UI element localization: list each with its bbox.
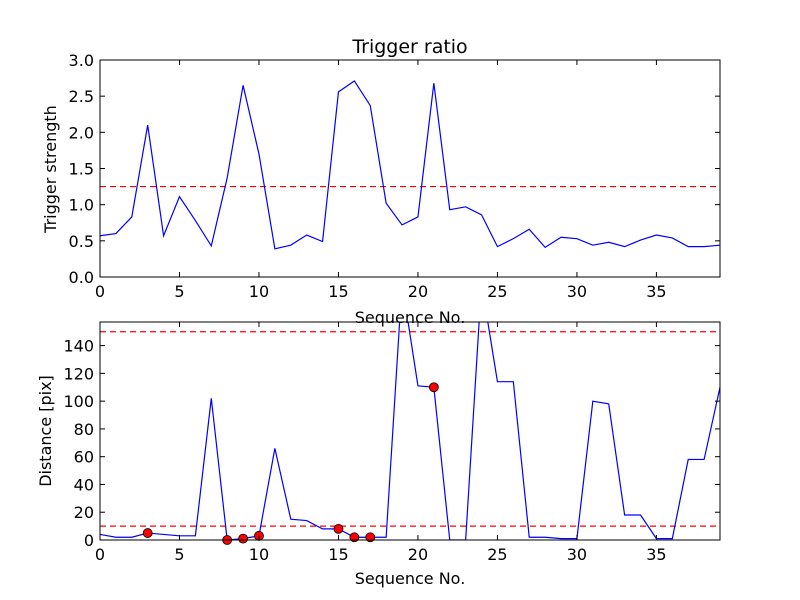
- trigger-y-tick-label: 0.0: [69, 268, 94, 287]
- distance-series-line: [100, 322, 720, 540]
- distance-x-tick-label: 20: [408, 545, 428, 564]
- trigger-x-tick-label: 0: [95, 282, 105, 301]
- distance-y-tick-label: 0: [84, 531, 94, 550]
- distance-x-tick-label: 5: [174, 545, 184, 564]
- distance-axes-frame: [99, 321, 721, 541]
- trigger-plot-content: [100, 80, 720, 250]
- distance-plot-area: [99, 321, 721, 545]
- distance-panel: 0 5 10 15 20 25 30 35 0 20 40 60 80 100 120 140 Sequenc…: [36, 321, 721, 588]
- distance-x-tick-label: 30: [567, 545, 587, 564]
- trigger-x-tick-label: 35: [646, 282, 666, 301]
- distance-y-tick-label: 40: [74, 475, 94, 494]
- distance-x-tick-label: 15: [328, 545, 348, 564]
- trigger-axis-ticks: 0 5 10 15 20 25 30 35 0.0 0.5 1.0 1.5 2.0 2.5 3.0: [69, 51, 720, 301]
- distance-marker-point: [428, 382, 439, 393]
- distance-plot-content: [100, 322, 720, 540]
- trigger-x-tick-label: 5: [174, 282, 184, 301]
- distance-y-axis-label: Distance [pix]: [36, 375, 55, 487]
- distance-y-tick-label: 80: [74, 420, 94, 439]
- trigger-x-tick-label: 10: [249, 282, 269, 301]
- trigger-x-tick-label: 25: [487, 282, 507, 301]
- trigger-y-axis-label: Trigger strength: [41, 105, 60, 234]
- distance-x-tick-label: 10: [249, 545, 269, 564]
- distance-marker-point: [142, 528, 153, 538]
- distance-marker-point: [349, 532, 360, 543]
- trigger-x-tick-label: 15: [328, 282, 348, 301]
- trigger-y-tick-label: 3.0: [69, 51, 94, 70]
- distance-y-tick-label: 60: [74, 448, 94, 467]
- trigger-y-tick-label: 2.5: [69, 87, 94, 106]
- distance-x-tick-label: 25: [487, 545, 507, 564]
- trigger-y-tick-label: 1.0: [69, 196, 94, 215]
- trigger-x-tick-label: 20: [408, 282, 428, 301]
- trigger-x-tick-label: 30: [567, 282, 587, 301]
- distance-marker-point: [365, 532, 376, 543]
- distance-x-axis-label: Sequence No.: [355, 569, 466, 588]
- distance-x-tick-label: 35: [646, 545, 666, 564]
- distance-y-tick-label: 100: [63, 392, 94, 411]
- trigger-ratio-panel: Trigger ratio 0 5 10 15 20 25 30 35 0.0 0.5 1.0 1.5…: [41, 36, 721, 327]
- trigger-y-tick-label: 1.5: [69, 160, 94, 179]
- trigger-series-line: [100, 80, 720, 250]
- trigger-y-tick-label: 0.5: [69, 232, 94, 251]
- trigger-y-tick-label: 2.0: [69, 123, 94, 142]
- distance-marker-point: [238, 533, 248, 544]
- distance-y-tick-label: 20: [74, 503, 94, 522]
- chart-title: Trigger ratio: [351, 36, 467, 58]
- distance-y-tick-label: 140: [63, 337, 94, 356]
- distance-marker-point: [333, 523, 344, 534]
- trigger-x-axis-label: Sequence No.: [355, 308, 466, 327]
- distance-x-tick-label: 0: [95, 545, 105, 564]
- distance-axis-ticks: 0 5 10 15 20 25 30 35 0 20 40 60 80 100 120 140: [63, 322, 720, 564]
- distance-y-tick-label: 120: [63, 364, 94, 383]
